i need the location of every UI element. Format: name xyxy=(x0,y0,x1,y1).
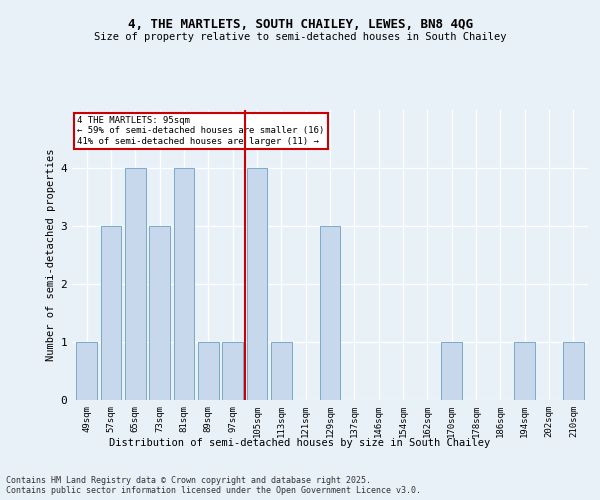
Bar xyxy=(247,168,268,400)
Bar xyxy=(125,168,146,400)
Bar xyxy=(198,342,218,400)
Text: Size of property relative to semi-detached houses in South Chailey: Size of property relative to semi-detach… xyxy=(94,32,506,42)
Text: Contains HM Land Registry data © Crown copyright and database right 2025.
Contai: Contains HM Land Registry data © Crown c… xyxy=(6,476,421,495)
Y-axis label: Number of semi-detached properties: Number of semi-detached properties xyxy=(46,149,56,361)
Bar xyxy=(222,342,243,400)
Bar xyxy=(320,226,340,400)
Bar xyxy=(563,342,584,400)
Text: 4 THE MARTLETS: 95sqm
← 59% of semi-detached houses are smaller (16)
41% of semi: 4 THE MARTLETS: 95sqm ← 59% of semi-deta… xyxy=(77,116,325,146)
Bar xyxy=(442,342,462,400)
Bar xyxy=(101,226,121,400)
Text: 4, THE MARTLETS, SOUTH CHAILEY, LEWES, BN8 4QG: 4, THE MARTLETS, SOUTH CHAILEY, LEWES, B… xyxy=(128,18,473,30)
Bar xyxy=(173,168,194,400)
Bar xyxy=(76,342,97,400)
Bar xyxy=(271,342,292,400)
Text: Distribution of semi-detached houses by size in South Chailey: Distribution of semi-detached houses by … xyxy=(109,438,491,448)
Bar xyxy=(149,226,170,400)
Bar xyxy=(514,342,535,400)
